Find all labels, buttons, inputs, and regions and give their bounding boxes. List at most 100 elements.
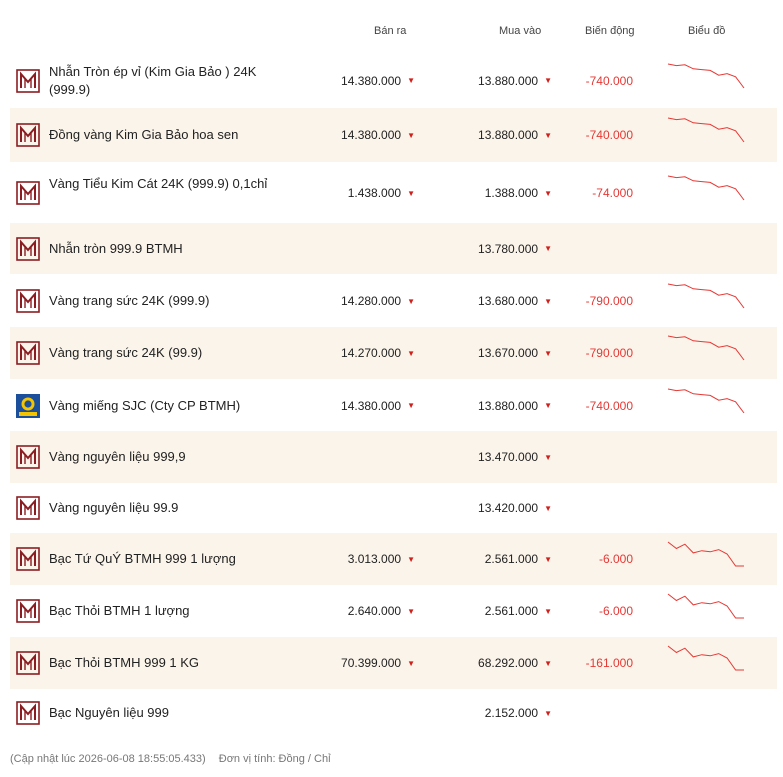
table-row[interactable]: Nhẫn tròn 999.9 BTMH 13.780.000 ▼ — [10, 223, 777, 274]
header-mua-vao: Mua vào — [499, 25, 542, 37]
btmh-logo-icon — [16, 123, 40, 147]
buy-price-cell: 13.880.000 ▼ — [446, 108, 552, 162]
trend-sparkline — [667, 593, 744, 619]
sparkline-path — [667, 117, 745, 143]
down-arrow-icon: ▼ — [407, 188, 415, 198]
sparkline-path — [667, 593, 744, 619]
buy-price-cell: 68.292.000 ▼ — [446, 637, 552, 689]
price-change: -740.000 — [585, 73, 633, 88]
sell-price: 2.640.000 — [347, 604, 402, 618]
table-row[interactable]: Vàng nguyên liệu 999,9 13.470.000 ▼ — [10, 431, 777, 483]
price-change: -740.000 — [585, 128, 633, 142]
buy-price-cell: 13.880.000 ▼ — [446, 53, 552, 108]
sell-price-cell: 70.399.000 ▼ — [310, 637, 415, 689]
sell-price-cell: 14.380.000 ▼ — [310, 380, 415, 431]
table-row[interactable]: Đồng vàng Kim Gia Bảo hoa sen 14.380.000 ▼… — [10, 108, 777, 162]
unit-label: Đơn vị tính: Đồng / Chỉ — [218, 753, 331, 765]
down-arrow-icon: ▼ — [544, 76, 552, 85]
table-row[interactable]: Vàng miếng SJC (Cty CP BTMH) 14.380.000 ▼ 1… — [10, 380, 777, 431]
trend-sparkline — [667, 117, 745, 143]
trend-sparkline — [667, 283, 745, 309]
buy-price: 68.292.000 — [478, 656, 539, 670]
sell-price: 70.399.000 — [341, 656, 402, 670]
buy-price: 2.561.000 — [484, 552, 539, 566]
buy-price: 2.152.000 — [484, 706, 539, 720]
price-change-cell: -790.000 — [530, 327, 633, 379]
buy-price: 13.670.000 — [478, 346, 539, 360]
btmh-logo-icon — [16, 445, 40, 469]
down-arrow-icon: ▼ — [544, 452, 552, 462]
sell-price: 3.013.000 — [347, 552, 402, 566]
buy-price: 13.880.000 — [478, 128, 539, 142]
header-bien-dong: Biến động — [585, 25, 635, 37]
table-row[interactable]: Vàng trang sức 24K (999.9) 14.280.000 ▼ 13.… — [10, 275, 777, 327]
price-change-cell: -6.000 — [530, 533, 633, 585]
buy-price: 13.420.000 — [478, 501, 539, 515]
btmh-logo-icon — [16, 496, 40, 520]
sell-price-cell: 2.640.000 ▼ — [310, 585, 415, 637]
down-arrow-icon: ▼ — [407, 348, 415, 358]
price-change: -740.000 — [585, 398, 633, 413]
table-row[interactable]: Bạc Nguyên liệu 999 2.152.000 ▼ — [10, 689, 777, 737]
price-change-cell: -740.000 — [530, 380, 633, 431]
price-change-cell: -740.000 — [530, 53, 633, 108]
buy-price-cell: 13.680.000 ▼ — [446, 275, 552, 327]
header-ban-ra: Bán ra — [374, 25, 407, 37]
sparkline-path — [667, 388, 745, 413]
buy-price: 13.880.000 — [478, 398, 539, 413]
table-row[interactable]: Vàng nguyên liệu 99.9 13.420.000 ▼ — [10, 483, 777, 533]
sell-price: 14.380.000 — [341, 128, 402, 142]
sparkline-path — [667, 175, 745, 201]
buy-price-cell: 13.880.000 ▼ — [446, 380, 552, 431]
down-arrow-icon: ▼ — [544, 708, 552, 718]
table-row[interactable]: Bạc Tứ QuÝ BTMH 999 1 lượng 3.013.000 ▼ 2.5… — [10, 533, 777, 585]
buy-price-cell: 13.670.000 ▼ — [446, 327, 552, 379]
table-row[interactable]: Vàng trang sức 24K (99.9) 14.270.000 ▼ 13.6… — [10, 327, 777, 379]
down-arrow-icon: ▼ — [407, 296, 415, 306]
table-row[interactable]: Nhẫn Tròn ép vỉ (Kim Gia Bảo ) 24K (999.… — [10, 53, 777, 108]
down-arrow-icon: ▼ — [544, 503, 552, 513]
sell-price-cell: 3.013.000 ▼ — [310, 533, 415, 585]
down-arrow-icon: ▼ — [407, 401, 415, 410]
buy-price-cell: 13.420.000 ▼ — [446, 483, 552, 533]
down-arrow-icon: ▼ — [407, 658, 415, 668]
sell-price: 14.380.000 — [341, 73, 402, 88]
down-arrow-icon: ▼ — [544, 554, 552, 564]
sell-price-cell: 14.380.000 ▼ — [310, 53, 415, 108]
btmh-logo-icon — [16, 236, 40, 261]
sjc-logo-icon — [16, 393, 40, 418]
down-arrow-icon: ▼ — [544, 348, 552, 358]
btmh-logo-icon — [16, 181, 40, 205]
sell-price: 1.438.000 — [347, 186, 402, 200]
product-name: Vàng Tiểu Kim Cát 24K (999.9) 0,1chỉ — [49, 176, 268, 191]
product-name: Vàng nguyên liệu 99.9 — [49, 500, 179, 515]
product-name: Vàng trang sức 24K (99.9) — [49, 345, 203, 360]
sell-price-cell: 1.438.000 ▼ — [310, 163, 415, 223]
down-arrow-icon: ▼ — [407, 606, 415, 616]
down-arrow-icon: ▼ — [544, 658, 552, 668]
sparkline-path — [667, 335, 745, 361]
trend-sparkline — [667, 388, 745, 413]
product-name: Bạc Thỏi BTMH 999 1 KG — [49, 655, 200, 670]
table-row[interactable]: Vàng Tiểu Kim Cát 24K (999.9) 0,1chỉ 1.43… — [10, 163, 777, 223]
price-change: -6.000 — [598, 552, 633, 566]
price-change-cell: -161.000 — [530, 637, 633, 689]
sell-price: 14.380.000 — [341, 398, 402, 413]
buy-price: 13.470.000 — [478, 450, 539, 464]
price-change: -74.000 — [592, 186, 633, 200]
table-header: Bán ra Mua vào Biến động Biểu đồ — [10, 0, 777, 50]
down-arrow-icon: ▼ — [407, 130, 415, 140]
btmh-logo-icon — [16, 68, 40, 93]
buy-price-cell: 2.152.000 ▼ — [446, 689, 552, 737]
trend-sparkline — [667, 175, 745, 201]
btmh-logo-icon — [16, 599, 40, 623]
table-row[interactable]: Bạc Thỏi BTMH 1 lượng 2.640.000 ▼ 2.561.000… — [10, 585, 777, 637]
trend-sparkline — [667, 645, 744, 671]
price-change: -790.000 — [585, 346, 633, 360]
price-table: Bán ra Mua vào Biến động Biểu đồ Nhẫn Tr… — [10, 0, 777, 725]
sparkline-path — [667, 541, 744, 567]
btmh-logo-icon — [16, 547, 40, 571]
table-row[interactable]: Bạc Thỏi BTMH 999 1 KG 70.399.000 ▼ 68.292.… — [10, 637, 777, 689]
product-name: Nhẫn tròn 999.9 BTMH — [49, 240, 183, 256]
product-name: Nhẫn Tròn ép vỉ (Kim Gia Bảo ) 24K (999.… — [49, 63, 257, 97]
